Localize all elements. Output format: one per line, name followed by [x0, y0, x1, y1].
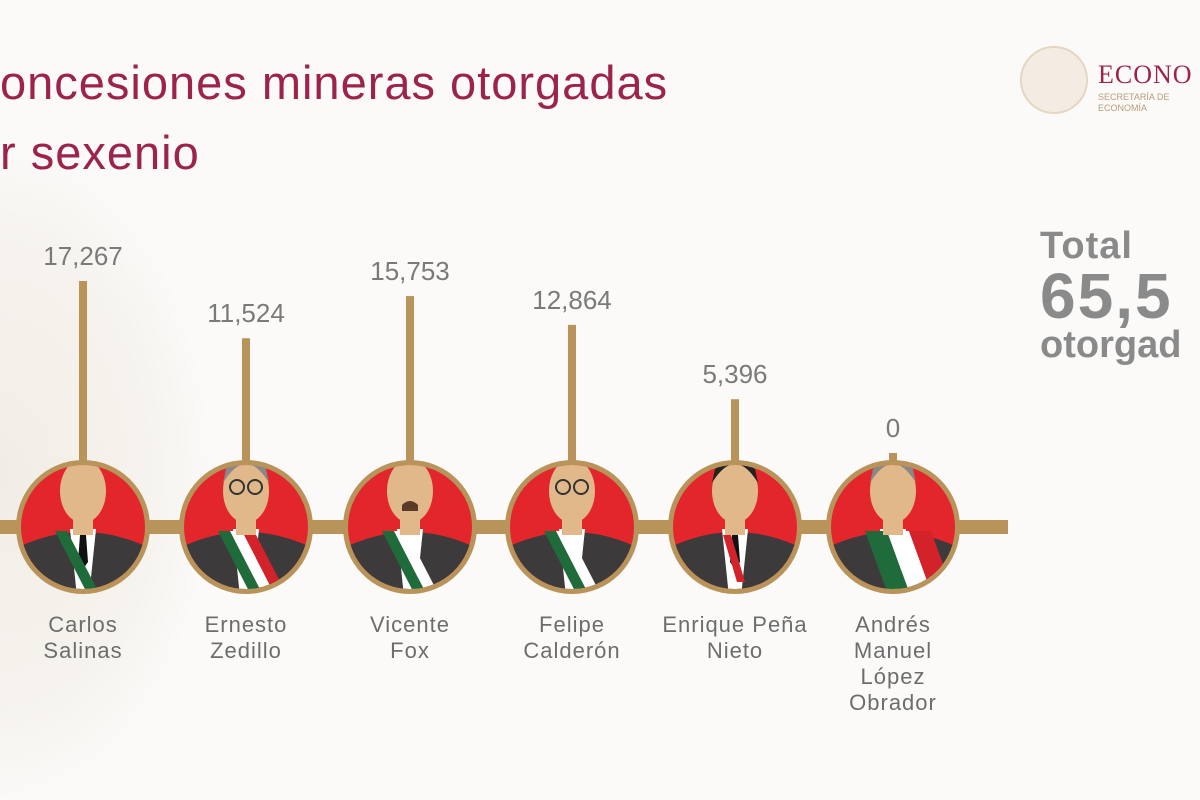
- president-name: Obrador: [849, 690, 937, 715]
- face: [223, 465, 269, 523]
- president-name: Nieto: [707, 638, 763, 663]
- value-label: 5,396: [702, 359, 767, 389]
- total-value: 65,5: [1040, 260, 1173, 332]
- president-name: Andrés: [855, 612, 931, 637]
- sash-red: [723, 535, 745, 582]
- sash-green: [218, 531, 264, 589]
- title-line-1: oncesiones mineras otorgadas: [0, 56, 669, 109]
- face: [60, 465, 106, 523]
- sash-white: [230, 531, 276, 589]
- sash-green: [55, 531, 101, 589]
- president-name: Salinas: [43, 638, 122, 663]
- value-stem: [406, 296, 414, 465]
- president-name: Felipe: [539, 612, 605, 637]
- page-title: oncesiones mineras otorgadas r sexenio: [0, 48, 668, 188]
- president-name: Ernesto: [205, 612, 288, 637]
- face: [387, 465, 433, 523]
- sash-green: [382, 531, 428, 589]
- sash-white: [887, 531, 933, 589]
- total-label: Total: [1040, 225, 1133, 267]
- hair: [712, 465, 758, 483]
- face: [549, 465, 595, 523]
- logo-text: ECONO: [1098, 60, 1193, 89]
- sash-white: [556, 531, 602, 589]
- sash-white: [394, 531, 440, 589]
- total-suffix: otorgad: [1040, 324, 1182, 366]
- president-name: López: [861, 664, 926, 689]
- face: [712, 465, 758, 523]
- president-name: Calderón: [523, 638, 620, 663]
- sash-green: [544, 531, 590, 589]
- glasses-right: [247, 479, 263, 495]
- value-label: 11,524: [207, 298, 285, 328]
- president-portrait: [826, 460, 960, 594]
- glasses-left: [555, 479, 571, 495]
- coat-of-arms-logo-icon: [1020, 46, 1088, 114]
- value-label: 15,753: [370, 256, 450, 286]
- president-name: Manuel: [854, 638, 932, 663]
- value-label: 12,864: [532, 285, 612, 315]
- value-stem: [79, 281, 87, 465]
- president-portrait: [505, 460, 639, 594]
- president-name: Vicente: [370, 612, 450, 637]
- hair: [870, 465, 916, 483]
- total-block: Total 65,5 otorgad: [1040, 225, 1181, 365]
- president-portrait: [668, 460, 802, 594]
- face: [870, 465, 916, 523]
- president-name: Enrique Peña: [662, 612, 807, 637]
- value-stem: [242, 338, 250, 465]
- president-name: Carlos: [48, 612, 118, 637]
- glasses-left: [229, 479, 245, 495]
- glasses-right: [573, 479, 589, 495]
- sash-red: [242, 531, 288, 589]
- value-stem: [889, 453, 897, 465]
- value-label: 17,267: [43, 241, 123, 271]
- president-portrait: [16, 460, 150, 594]
- president-portrait: [179, 460, 313, 594]
- mustache: [402, 501, 418, 511]
- value-stem: [731, 399, 739, 465]
- sash-green: [865, 531, 911, 589]
- value-label: 0: [886, 413, 900, 443]
- value-stem: [568, 324, 576, 465]
- president-name: Fox: [390, 638, 430, 663]
- president-portrait: [343, 460, 477, 594]
- hair: [223, 465, 269, 483]
- president-name: Zedillo: [210, 638, 282, 663]
- title-line-2: r sexenio: [0, 126, 200, 179]
- logo-subtext: SECRETARÍA DE ECONOMÍA: [1098, 92, 1170, 113]
